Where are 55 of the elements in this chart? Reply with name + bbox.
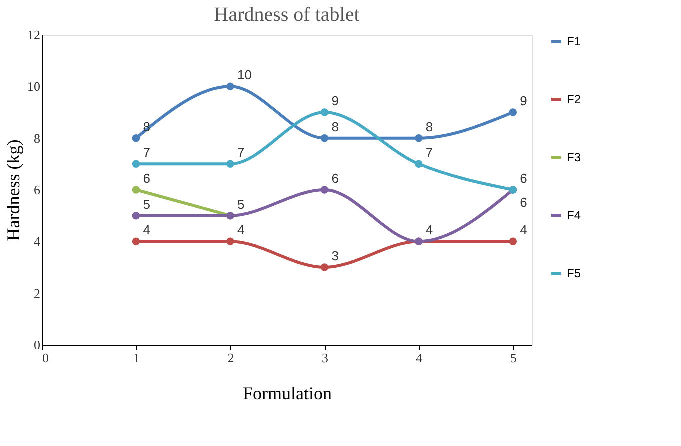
y-tick-label: 4 bbox=[34, 234, 41, 250]
y-tick-label: 2 bbox=[34, 286, 40, 301]
data-label: 6 bbox=[143, 171, 150, 186]
legend-label: F4 bbox=[567, 208, 582, 222]
point bbox=[320, 186, 329, 194]
point bbox=[226, 160, 234, 168]
legend-label: F2 bbox=[567, 92, 582, 106]
point bbox=[320, 134, 329, 142]
data-label: 9 bbox=[332, 94, 339, 108]
point bbox=[320, 108, 329, 116]
point bbox=[226, 82, 234, 91]
data-label: 8 bbox=[426, 119, 434, 134]
point bbox=[132, 160, 140, 168]
data-label: 8 bbox=[332, 119, 339, 134]
data-label: 7 bbox=[426, 145, 434, 160]
x-axis-title: Formulation bbox=[243, 384, 332, 404]
data-label: 7 bbox=[237, 145, 245, 160]
data-label: 6 bbox=[520, 195, 528, 210]
point bbox=[509, 108, 518, 116]
legend-label: F1 bbox=[567, 34, 582, 48]
x-tick-label: 2 bbox=[228, 350, 234, 366]
point bbox=[226, 238, 234, 246]
point bbox=[132, 186, 140, 194]
data-label: 6 bbox=[520, 171, 528, 186]
legend-label: F5 bbox=[567, 266, 582, 280]
data-label: 3 bbox=[332, 248, 339, 264]
y-tick-label: 6 bbox=[34, 182, 41, 198]
data-label: 4 bbox=[143, 222, 150, 238]
data-label: 5 bbox=[237, 196, 245, 212]
x-tick-label: 3 bbox=[322, 350, 328, 366]
point bbox=[415, 160, 423, 168]
y-tick-label: 10 bbox=[28, 79, 40, 94]
data-label: 4 bbox=[237, 222, 245, 238]
data-label: 10 bbox=[237, 68, 252, 83]
point bbox=[509, 238, 518, 246]
legend-label: F3 bbox=[567, 150, 582, 164]
x-tick-label: 4 bbox=[416, 350, 424, 366]
data-label: 9 bbox=[520, 94, 528, 108]
data-label: 6 bbox=[332, 171, 339, 186]
chart-title: Hardness of tablet bbox=[214, 4, 360, 26]
data-label: 7 bbox=[143, 145, 150, 160]
data-label: 5 bbox=[143, 196, 150, 212]
point bbox=[132, 238, 140, 246]
x-tick-label: 1 bbox=[133, 350, 140, 366]
y-tick-label: 0 bbox=[34, 338, 40, 352]
y-tick-label: 8 bbox=[34, 130, 40, 146]
y-tick-label: 12 bbox=[28, 28, 40, 42]
point bbox=[320, 264, 329, 272]
y-axis-title: Hardness (kg) bbox=[4, 140, 24, 242]
x-tick-label: 5 bbox=[510, 350, 517, 366]
point bbox=[132, 212, 140, 220]
data-label: 4 bbox=[520, 222, 528, 238]
point bbox=[415, 134, 423, 142]
data-label: 4 bbox=[426, 222, 434, 238]
point bbox=[132, 134, 140, 142]
